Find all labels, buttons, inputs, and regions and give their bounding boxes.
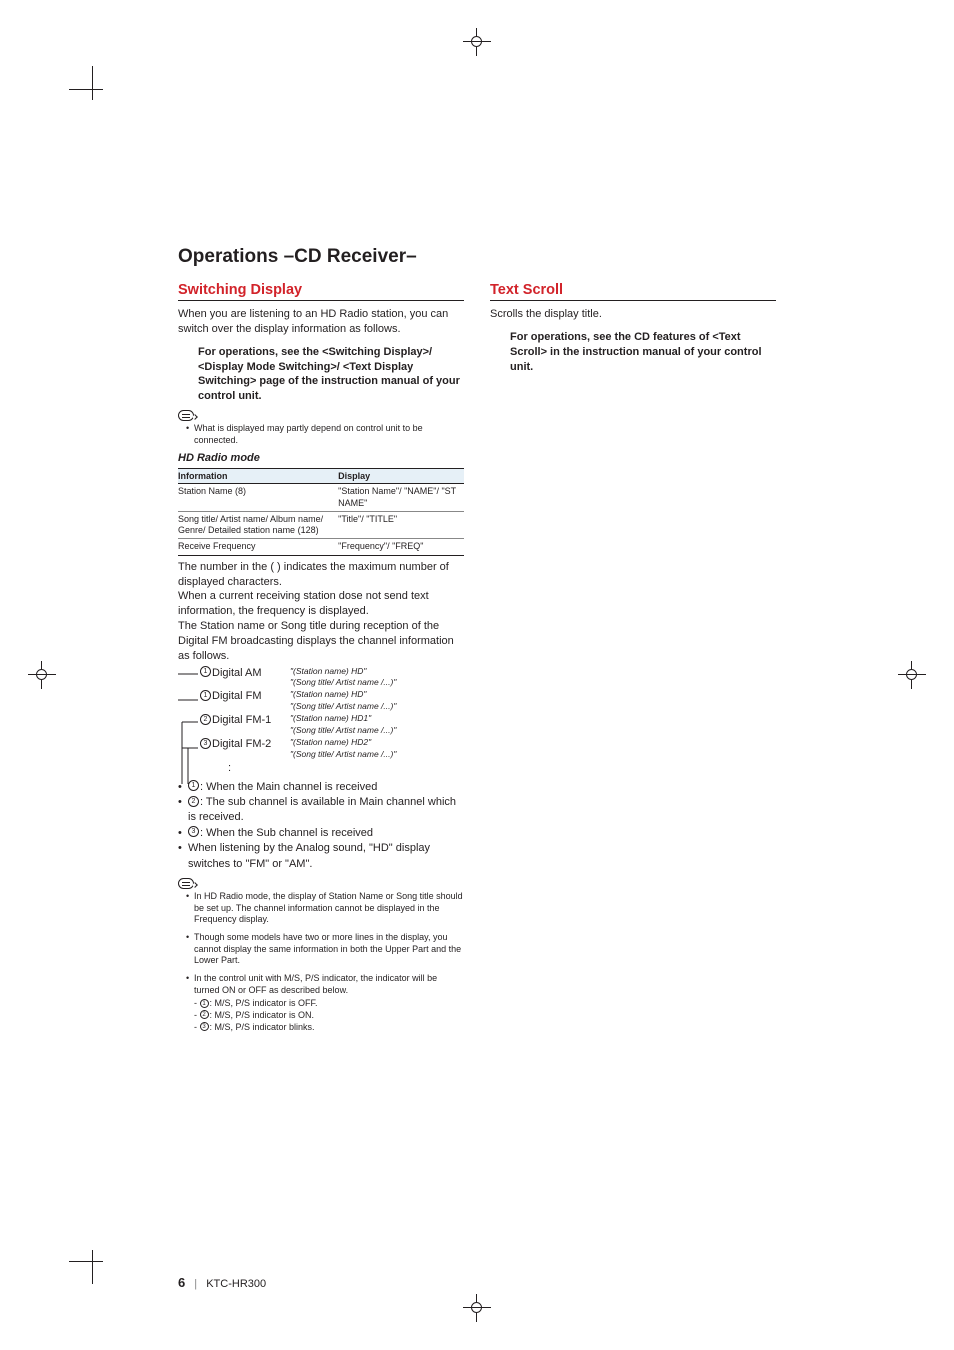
switching-display-intro: When you are listening to an HD Radio st… bbox=[178, 307, 464, 337]
crop-mark-mid-left bbox=[28, 661, 56, 689]
crop-mark-top-left bbox=[43, 40, 103, 100]
page-footer: 6 | KTC-HR300 bbox=[178, 1275, 266, 1290]
crop-mark-top-center bbox=[463, 28, 491, 56]
table-row: Station Name (8)"Station Name"/ "NAME"/ … bbox=[178, 484, 464, 512]
note-depends-on-unit: •What is displayed may partly depend on … bbox=[186, 423, 464, 446]
crop-mark-bottom-center bbox=[463, 1294, 491, 1322]
table-row: Song title/ Artist name/ Album name/ Gen… bbox=[178, 511, 464, 539]
left-column: Switching Display When you are listening… bbox=[178, 282, 464, 1039]
after-table-text: The number in the ( ) indicates the maxi… bbox=[178, 560, 464, 664]
note-icon bbox=[178, 410, 194, 421]
switching-display-heading: Switching Display bbox=[178, 282, 464, 301]
text-scroll-intro: Scrolls the display title. bbox=[490, 307, 776, 322]
note-two-lines: •Though some models have two or more lin… bbox=[186, 932, 464, 967]
footer-separator: | bbox=[194, 1278, 197, 1290]
table-head-information: Information bbox=[178, 469, 338, 484]
digital-channel-list: 1Digital AM "(Station name) HD""(Song ti… bbox=[178, 666, 464, 776]
channel-bullets: •1: When the Main channel is received •2… bbox=[178, 780, 464, 872]
text-scroll-heading: Text Scroll bbox=[490, 282, 776, 301]
hd-radio-info-table: Information Display Station Name (8)"Sta… bbox=[178, 468, 464, 555]
footer-model: KTC-HR300 bbox=[206, 1278, 266, 1290]
vertical-dots: : bbox=[200, 761, 290, 776]
table-row: Receive Frequency"Frequency"/ "FREQ" bbox=[178, 539, 464, 555]
switching-display-operation-note: For operations, see the <Switching Displ… bbox=[198, 345, 464, 404]
text-scroll-operation-note: For operations, see the CD features of <… bbox=[510, 330, 776, 375]
table-head-display: Display bbox=[338, 469, 464, 484]
note-hd-radio-setup: •In HD Radio mode, the display of Statio… bbox=[186, 891, 464, 926]
right-column: Text Scroll Scrolls the display title. F… bbox=[490, 282, 776, 1039]
page-number: 6 bbox=[178, 1275, 185, 1290]
crop-mark-bottom-left bbox=[43, 1250, 103, 1310]
note-indicator: • In the control unit with M/S, P/S indi… bbox=[186, 973, 464, 1033]
hd-radio-mode-heading: HD Radio mode bbox=[178, 452, 464, 464]
section-title: Operations –CD Receiver– bbox=[178, 246, 776, 268]
crop-mark-mid-right bbox=[898, 661, 926, 689]
note-icon bbox=[178, 878, 194, 889]
